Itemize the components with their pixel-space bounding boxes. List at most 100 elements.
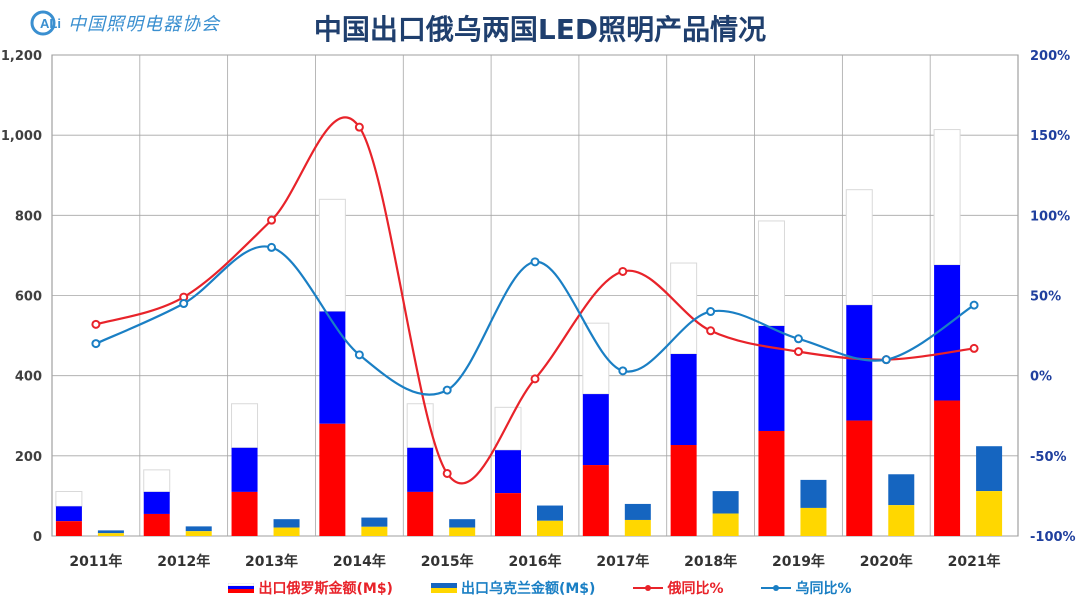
point-russia-yoy xyxy=(354,122,364,132)
x-tick-label: 2014年 xyxy=(333,553,386,570)
right-tick-label: -50% xyxy=(1030,450,1067,465)
point-ukraine-yoy xyxy=(881,355,891,365)
bar-ukraine-blue xyxy=(361,517,388,527)
bar-ukraine-blue xyxy=(537,505,563,521)
bar-ukraine-blue xyxy=(624,503,651,520)
bar-ukraine-yellow xyxy=(273,527,300,536)
bar-ukraine-yellow xyxy=(97,533,124,536)
point-russia-yoy xyxy=(442,468,452,478)
logo: ALi 中国照明电器协会 xyxy=(30,8,220,38)
bar-ukraine-blue xyxy=(97,530,124,534)
right-tick-label: 100% xyxy=(1030,209,1070,224)
legend-label-russia: 出口俄罗斯金额(M$) xyxy=(258,581,393,597)
bar-ukraine-blue xyxy=(712,491,739,514)
bar-russia-blue xyxy=(582,394,609,466)
bar-russia-blue xyxy=(231,447,258,492)
point-russia-yoy xyxy=(618,266,628,276)
ru-yoy-swatch xyxy=(633,585,664,591)
bar-ukraine-blue xyxy=(888,474,915,506)
russia-swatch xyxy=(228,583,255,593)
bar-ukraine-blue xyxy=(976,446,1003,492)
chart-title: 中国出口俄乌两国LED照明产品情况 xyxy=(313,13,767,46)
right-tick-label: -100% xyxy=(1030,530,1076,545)
logo-icon-text: ALi xyxy=(40,16,61,31)
bar-russia-blue xyxy=(758,325,785,431)
left-tick-label: 1,200 xyxy=(1,49,42,64)
left-tick-label: 600 xyxy=(15,290,42,305)
point-russia-yoy xyxy=(91,319,101,329)
point-ukraine-yoy xyxy=(618,366,628,376)
bar-russia-red xyxy=(55,521,82,536)
right-tick-label: 50% xyxy=(1030,290,1061,305)
point-russia-yoy xyxy=(267,215,277,225)
cali-logo-icon: ALi xyxy=(30,10,61,36)
point-ukraine-yoy xyxy=(354,350,364,360)
bar-russia-red xyxy=(758,430,785,536)
legend-item-russia: 出口俄罗斯金额(M$) xyxy=(228,578,393,598)
bar-russia-red xyxy=(231,491,258,536)
point-russia-yoy xyxy=(969,343,979,353)
bar-russia-blue xyxy=(846,305,873,421)
point-ukraine-yoy xyxy=(91,339,101,349)
x-tick-label: 2020年 xyxy=(860,553,913,570)
bar-russia-red xyxy=(407,491,434,536)
ukraine-swatch xyxy=(430,583,457,593)
x-tick-label: 2017年 xyxy=(596,553,649,570)
bar-ukraine-yellow xyxy=(185,531,212,536)
bar-ukraine-yellow xyxy=(449,527,476,536)
right-tick-label: 200% xyxy=(1030,49,1070,64)
legend-label-ru-yoy: 俄同比% xyxy=(667,581,724,597)
point-russia-yoy xyxy=(530,374,540,384)
point-ukraine-yoy xyxy=(793,334,803,344)
left-tick-label: 400 xyxy=(15,370,42,385)
bar-russia-blue xyxy=(670,354,697,446)
bar-russia-red xyxy=(495,493,521,536)
x-tick-label: 2019年 xyxy=(772,553,825,570)
bar-russia-blue xyxy=(55,506,82,522)
right-tick-label: 150% xyxy=(1030,129,1070,144)
right-tick-label: 0% xyxy=(1030,370,1052,385)
point-ukraine-yoy xyxy=(267,242,277,252)
x-tick-label: 2012年 xyxy=(157,553,210,570)
bar-russia-white xyxy=(757,220,785,327)
bar-russia-white xyxy=(933,129,961,266)
x-tick-label: 2016年 xyxy=(509,553,562,570)
point-russia-yoy xyxy=(706,326,716,336)
bar-russia-red xyxy=(582,465,609,536)
bar-ukraine-yellow xyxy=(888,505,915,536)
x-tick-label: 2013年 xyxy=(245,553,298,570)
bar-ukraine-yellow xyxy=(624,519,651,536)
logo-text: 中国照明电器协会 xyxy=(68,14,220,35)
left-tick-label: 200 xyxy=(15,450,42,465)
left-tick-label: 800 xyxy=(15,209,42,224)
legend-label-ukraine: 出口乌克兰金额(M$) xyxy=(460,581,596,597)
bar-ukraine-yellow xyxy=(712,513,739,536)
x-tick-label: 2011年 xyxy=(69,553,122,570)
x-tick-label: 2018年 xyxy=(684,553,737,570)
bar-russia-blue xyxy=(495,450,521,494)
bar-russia-white xyxy=(55,491,83,507)
bar-russia-white xyxy=(845,189,873,306)
point-russia-yoy xyxy=(793,347,803,357)
bar-ukraine-blue xyxy=(449,519,476,528)
bar-russia-red xyxy=(846,420,873,536)
point-ukraine-yoy xyxy=(706,307,716,317)
bar-russia-blue xyxy=(143,491,170,514)
legend-label-ua-yoy: 乌同比% xyxy=(795,581,852,597)
bar-russia-white xyxy=(231,403,259,449)
bar-russia-white xyxy=(318,198,346,313)
left-tick-label: 1,000 xyxy=(1,129,42,144)
legend-item-ukraine: 出口乌克兰金额(M$) xyxy=(430,578,596,598)
bar-russia-white xyxy=(494,406,522,451)
bar-russia-red xyxy=(934,400,961,536)
bar-russia-white xyxy=(143,469,171,493)
bar-russia-red xyxy=(143,513,170,536)
bar-ukraine-blue xyxy=(273,519,300,528)
bar-russia-white xyxy=(582,322,610,395)
bar-ukraine-yellow xyxy=(361,526,388,536)
ua-yoy-swatch xyxy=(761,585,792,591)
bar-ukraine-blue xyxy=(185,526,212,532)
legend-item-ru-yoy: 俄同比% xyxy=(633,578,723,598)
x-tick-label: 2021年 xyxy=(948,553,1001,570)
